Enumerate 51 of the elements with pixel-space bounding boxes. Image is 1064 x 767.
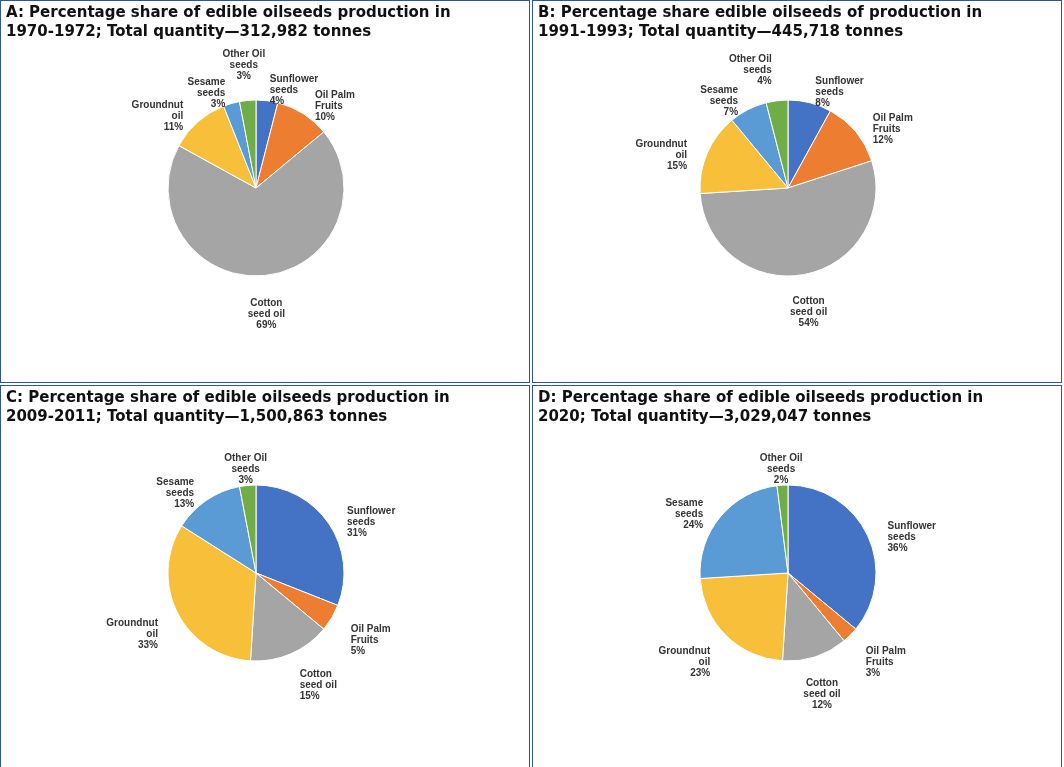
- chart-title: A: Percentage share of edible oilseeds production in 1970-1972; Total quantity—312,982 tonnes: [6, 3, 451, 40]
- slice-label: Groundnut oil: [635, 138, 688, 161]
- data-label: 10%: [314, 111, 336, 123]
- slice-label: Oil Palm Fruits: [872, 111, 913, 134]
- data-label: 23%: [690, 666, 711, 678]
- slice-label: Oil Palm Fruits: [350, 622, 391, 645]
- slice-label: Other Oil seeds: [224, 452, 268, 475]
- data-label: 4%: [757, 75, 772, 87]
- data-label: 3%: [865, 666, 881, 678]
- data-label: 15%: [667, 160, 688, 172]
- data-label: 12%: [872, 133, 893, 145]
- data-label: 54%: [798, 317, 819, 329]
- data-label: 13%: [174, 498, 195, 510]
- slice-label: Other Oil seeds: [222, 47, 266, 70]
- slice-label: Sesame seeds: [665, 496, 704, 519]
- slice-label: Sesame seeds: [156, 476, 195, 499]
- data-label: 24%: [683, 518, 704, 530]
- data-label: 31%: [346, 527, 368, 539]
- data-label: 33%: [137, 638, 159, 650]
- slice-label: Oil Palm Fruits: [865, 644, 906, 667]
- slice-label: Other Oil seeds: [728, 53, 773, 76]
- slice-label: Other Oil seeds: [759, 452, 803, 475]
- data-label: 4%: [269, 94, 285, 106]
- slice-label: Sesame seeds: [187, 76, 226, 99]
- slice-label: Sunflower seeds: [815, 75, 864, 98]
- data-label: 12%: [811, 698, 833, 710]
- data-label: 7%: [723, 105, 739, 117]
- data-label: 8%: [815, 97, 830, 109]
- data-label: 5%: [350, 644, 366, 656]
- slice-label: Groundnut oil: [131, 99, 184, 122]
- chart-title: C: Percentage share of edible oilseeds production in 2009-2011; Total quantity—1,500,863 tonnes: [6, 388, 450, 425]
- slice-label: Cotton seed oil: [803, 676, 841, 699]
- data-label: 15%: [299, 689, 320, 701]
- slice-label: Sesame seeds: [700, 83, 739, 106]
- data-label: 3%: [238, 474, 253, 486]
- data-label: 11%: [163, 121, 184, 133]
- slice-label: Sunflower seeds: [346, 505, 396, 528]
- slice-label: Cotton seed oil: [247, 296, 286, 319]
- slice-label: Cotton seed oil: [299, 667, 338, 690]
- slice-label: Groundnut oil: [658, 644, 711, 667]
- chart-title: B: Percentage share edible oilseeds of production in 1991-1993; Total quantity—445,718 tonnes: [538, 3, 983, 40]
- data-label: 36%: [887, 542, 908, 554]
- data-label: 69%: [256, 318, 277, 330]
- slice-label: Cotton seed oil: [789, 295, 828, 318]
- chart-title: D: Percentage share of edible oilseeds production in 2020; Total quantity—3,029,047 tonnes: [538, 388, 984, 425]
- data-label: 2%: [773, 474, 789, 486]
- slice-label: Sunflower seeds: [887, 520, 936, 543]
- slice-label: Oil Palm Fruits: [314, 89, 356, 112]
- slice-label: Groundnut oil: [106, 616, 159, 639]
- data-label: 3%: [236, 69, 252, 81]
- data-label: 3%: [210, 98, 226, 110]
